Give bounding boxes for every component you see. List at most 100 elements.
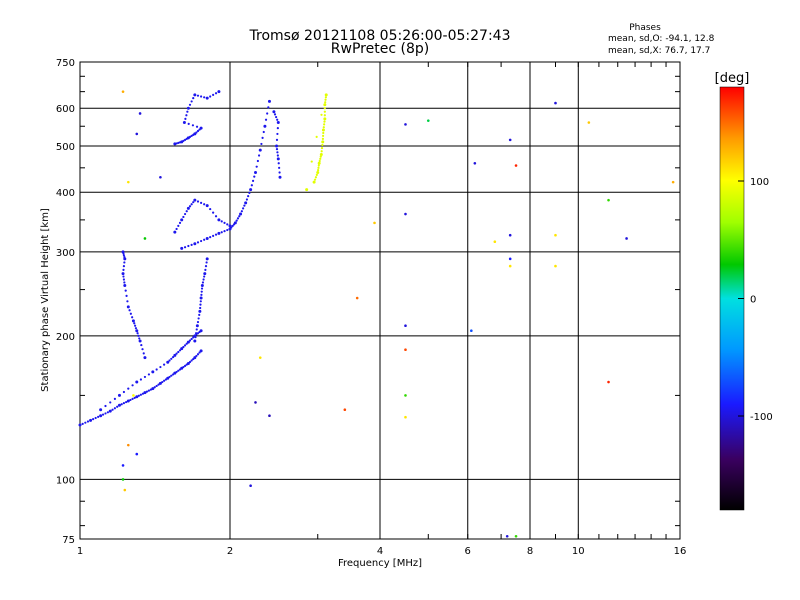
trace-point	[324, 96, 327, 99]
trace-point	[192, 201, 195, 204]
x-tick-label: 8	[527, 546, 533, 557]
scatter-point	[143, 237, 147, 240]
x-tick-label: 16	[674, 546, 687, 557]
trace-point	[323, 107, 326, 110]
scatter-point	[493, 240, 497, 244]
stats-o: mean, sd,O: -94.1, 12.8	[608, 34, 715, 44]
trace-point	[212, 234, 215, 237]
trace-point	[199, 296, 203, 300]
scatter-point	[121, 478, 125, 481]
trace-point	[139, 378, 142, 381]
trace-point	[183, 364, 187, 367]
trace-point	[173, 353, 177, 357]
trace-point	[305, 188, 309, 192]
trace-point	[99, 408, 103, 412]
scatter-point	[404, 394, 407, 397]
scatter-point	[121, 464, 125, 467]
trace-point	[126, 399, 130, 403]
trace-point	[124, 289, 127, 292]
trace-point	[214, 233, 218, 236]
trace-point	[193, 242, 197, 246]
trace-group	[193, 257, 209, 343]
trace-point	[203, 203, 206, 206]
x-tick-label: 4	[377, 546, 383, 557]
trace-point	[247, 195, 250, 198]
trace-point	[315, 135, 318, 138]
trace-point	[173, 371, 177, 375]
trace-group	[180, 99, 271, 250]
trace-point	[317, 161, 321, 165]
trace-point	[253, 175, 256, 178]
scatter-point	[554, 101, 557, 105]
trace-point	[212, 211, 215, 214]
trace-point	[190, 243, 193, 246]
trace-point	[250, 184, 253, 187]
scatter-point	[126, 443, 130, 447]
trace-point	[129, 312, 132, 315]
trace-point	[322, 131, 325, 135]
trace-point	[320, 150, 323, 153]
trace-point	[317, 164, 320, 167]
scatter-point	[404, 415, 407, 419]
axis-ticks: 1 2 4 6 8 10 16 75 100 200 300 400 500 600 750	[56, 58, 686, 557]
trace-point	[113, 407, 116, 410]
trace-point	[226, 223, 229, 226]
y-axis-label: Stationary phase Virtual Height [km]	[40, 208, 51, 392]
trace-point	[276, 157, 280, 161]
trace-point	[183, 344, 187, 347]
trace-point	[183, 246, 187, 249]
trace-point	[196, 332, 200, 335]
trace-point	[121, 272, 125, 276]
trace-point	[134, 327, 138, 330]
scatter-point	[625, 237, 628, 240]
colorbar-tick-label: 0	[750, 295, 756, 306]
stats-title: Phases	[629, 23, 661, 33]
scatter-point	[554, 233, 557, 237]
trace-point	[276, 127, 279, 130]
scatter-point	[254, 401, 257, 404]
colorbar-ticks: 100 0 -100	[738, 177, 773, 423]
scatter-point	[404, 212, 407, 216]
trace-point	[317, 166, 320, 169]
trace-point	[186, 206, 190, 210]
scatter-point	[470, 329, 473, 332]
trace-point	[177, 141, 180, 145]
trace-point	[319, 155, 322, 158]
trace-point	[233, 221, 237, 225]
colorbar-tick-label: 100	[750, 177, 769, 188]
y-tick-label: 300	[56, 248, 75, 259]
trace-point	[321, 134, 325, 137]
trace-point	[81, 422, 84, 425]
trace-point	[163, 379, 166, 382]
trace-point	[151, 370, 155, 374]
trace-point	[185, 114, 188, 117]
trace-point	[209, 207, 212, 211]
trace-point	[123, 283, 127, 287]
trace-point	[322, 126, 325, 129]
trace-point	[168, 359, 171, 362]
trace-point	[151, 387, 155, 391]
trace-point	[197, 317, 200, 320]
trace-point	[155, 368, 158, 371]
trace-point	[143, 391, 147, 395]
trace-point	[116, 405, 119, 408]
trace-point	[188, 360, 192, 364]
trace-point	[323, 110, 326, 113]
trace-point	[195, 354, 198, 358]
trace-point	[78, 423, 82, 427]
trace-point	[92, 418, 95, 421]
scatter-point	[138, 112, 142, 115]
trace-point	[133, 322, 136, 325]
trace-point	[178, 221, 182, 224]
trace-point	[199, 306, 202, 310]
y-tick-label: 500	[56, 142, 75, 153]
trace-point	[186, 106, 190, 110]
trace-point	[236, 217, 240, 220]
trace-point	[276, 118, 279, 121]
scatter-point	[508, 257, 512, 261]
trace-point	[131, 384, 134, 387]
trace-point	[147, 373, 151, 376]
trace-group	[272, 110, 282, 179]
trace-point	[122, 402, 126, 405]
